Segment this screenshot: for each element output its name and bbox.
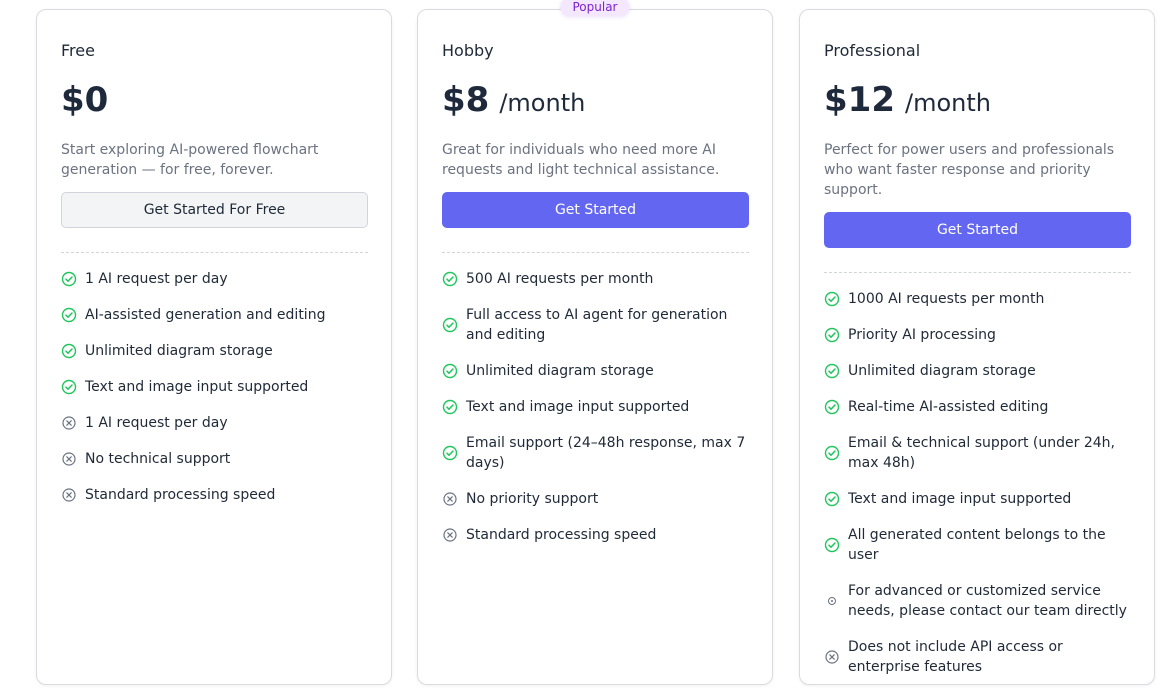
dot-circle-icon xyxy=(824,593,840,609)
check-circle-icon xyxy=(61,343,77,359)
feature-item: For advanced or customized service needs… xyxy=(824,581,1130,621)
price-amount: $12 xyxy=(824,80,895,120)
feature-text: Text and image input supported xyxy=(848,491,1072,507)
x-circle-icon xyxy=(61,487,77,503)
plan-card-hobby: Popular Hobby $8 /month Great for individ… xyxy=(417,0,773,685)
plan-price: $0 xyxy=(61,80,367,128)
divider xyxy=(442,252,749,253)
check-circle-icon xyxy=(824,327,840,343)
check-circle-icon xyxy=(824,363,840,379)
check-circle-icon xyxy=(824,491,840,507)
feature-item: Email support (24–48h response, max 7 da… xyxy=(442,433,748,473)
x-circle-icon xyxy=(61,415,77,431)
get-started-button[interactable]: Get Started For Free xyxy=(61,192,368,228)
feature-text: Does not include API access or enterpris… xyxy=(848,639,1063,675)
feature-item: AI-assisted generation and editing xyxy=(61,305,367,325)
divider xyxy=(824,272,1131,273)
divider xyxy=(61,252,368,253)
feature-text: 1000 AI requests per month xyxy=(848,291,1045,307)
feature-text: Standard processing speed xyxy=(466,527,657,543)
get-started-button[interactable]: Get Started xyxy=(824,212,1131,248)
check-circle-icon xyxy=(442,363,458,379)
check-circle-icon xyxy=(824,445,840,461)
feature-item: All generated content belongs to the use… xyxy=(824,525,1130,565)
feature-item: Unlimited diagram storage xyxy=(824,361,1130,381)
feature-text: Priority AI processing xyxy=(848,327,996,343)
feature-list: 500 AI requests per month Full access to… xyxy=(442,269,748,545)
check-circle-icon xyxy=(442,445,458,461)
feature-text: Email support (24–48h response, max 7 da… xyxy=(466,435,746,471)
price-amount: $0 xyxy=(61,80,109,120)
feature-item: Does not include API access or enterpris… xyxy=(824,637,1130,677)
x-circle-icon xyxy=(61,451,77,467)
feature-list: 1000 AI requests per month Priority AI p… xyxy=(824,289,1130,677)
feature-item: Standard processing speed xyxy=(61,485,367,505)
feature-item: Text and image input supported xyxy=(824,489,1130,509)
plan-price: $12 /month xyxy=(824,80,1130,128)
feature-text: 1 AI request per day xyxy=(85,271,228,287)
feature-item: Real-time AI-assisted editing xyxy=(824,397,1130,417)
feature-item: 1000 AI requests per month xyxy=(824,289,1130,309)
feature-text: All generated content belongs to the use… xyxy=(848,527,1106,563)
x-circle-icon xyxy=(442,527,458,543)
check-circle-icon xyxy=(824,399,840,415)
check-circle-icon xyxy=(442,271,458,287)
plan-title: Hobby xyxy=(442,41,494,60)
popular-badge: Popular xyxy=(560,0,630,16)
feature-text: For advanced or customized service needs… xyxy=(848,583,1127,619)
feature-item: Text and image input supported xyxy=(442,397,748,417)
feature-item: 1 AI request per day xyxy=(61,413,367,433)
check-circle-icon xyxy=(824,537,840,553)
feature-item: 500 AI requests per month xyxy=(442,269,748,289)
feature-text: Email & technical support (under 24h, ma… xyxy=(848,435,1115,471)
feature-text: Unlimited diagram storage xyxy=(85,343,273,359)
plan-title: Free xyxy=(61,41,95,60)
feature-text: Text and image input supported xyxy=(466,399,690,415)
plan-description: Perfect for power users and professional… xyxy=(824,142,1115,198)
feature-text: AI-assisted generation and editing xyxy=(85,307,326,323)
plan-description: Start exploring AI-powered flowchart gen… xyxy=(61,142,319,178)
feature-item: Priority AI processing xyxy=(824,325,1130,345)
plan-description: Great for individuals who need more AI r… xyxy=(442,142,720,178)
price-amount: $8 xyxy=(442,80,490,120)
feature-text: Real-time AI-assisted editing xyxy=(848,399,1049,415)
feature-item: Email & technical support (under 24h, ma… xyxy=(824,433,1130,473)
feature-item: Text and image input supported xyxy=(61,377,367,397)
plan-title: Professional xyxy=(824,41,921,60)
feature-text: Full access to AI agent for generation a… xyxy=(466,307,728,343)
check-circle-icon xyxy=(61,379,77,395)
feature-text: Unlimited diagram storage xyxy=(466,363,654,379)
feature-text: No technical support xyxy=(85,451,231,467)
feature-text: Standard processing speed xyxy=(85,487,276,503)
feature-item: No priority support xyxy=(442,489,748,509)
plan-card-professional: Professional $12 /month Perfect for powe… xyxy=(799,9,1155,685)
feature-text: 500 AI requests per month xyxy=(466,271,654,287)
feature-text: Unlimited diagram storage xyxy=(848,363,1036,379)
price-period: /month xyxy=(499,89,586,117)
get-started-button[interactable]: Get Started xyxy=(442,192,749,228)
x-circle-icon xyxy=(824,649,840,665)
plan-price: $8 /month xyxy=(442,80,748,128)
feature-item: No technical support xyxy=(61,449,367,469)
feature-item: Full access to AI agent for generation a… xyxy=(442,305,748,345)
feature-item: Unlimited diagram storage xyxy=(442,361,748,381)
feature-text: Text and image input supported xyxy=(85,379,309,395)
feature-list: 1 AI request per day AI-assisted generat… xyxy=(61,269,367,505)
feature-text: 1 AI request per day xyxy=(85,415,228,431)
x-circle-icon xyxy=(442,491,458,507)
check-circle-icon xyxy=(824,291,840,307)
check-circle-icon xyxy=(61,271,77,287)
feature-item: Standard processing speed xyxy=(442,525,748,545)
check-circle-icon xyxy=(442,317,458,333)
feature-item: 1 AI request per day xyxy=(61,269,367,289)
feature-item: Unlimited diagram storage xyxy=(61,341,367,361)
feature-text: No priority support xyxy=(466,491,599,507)
check-circle-icon xyxy=(61,307,77,323)
check-circle-icon xyxy=(442,399,458,415)
plan-card-free: Free $0 Start exploring AI-powered flowc… xyxy=(36,9,392,685)
price-period: /month xyxy=(904,89,991,117)
